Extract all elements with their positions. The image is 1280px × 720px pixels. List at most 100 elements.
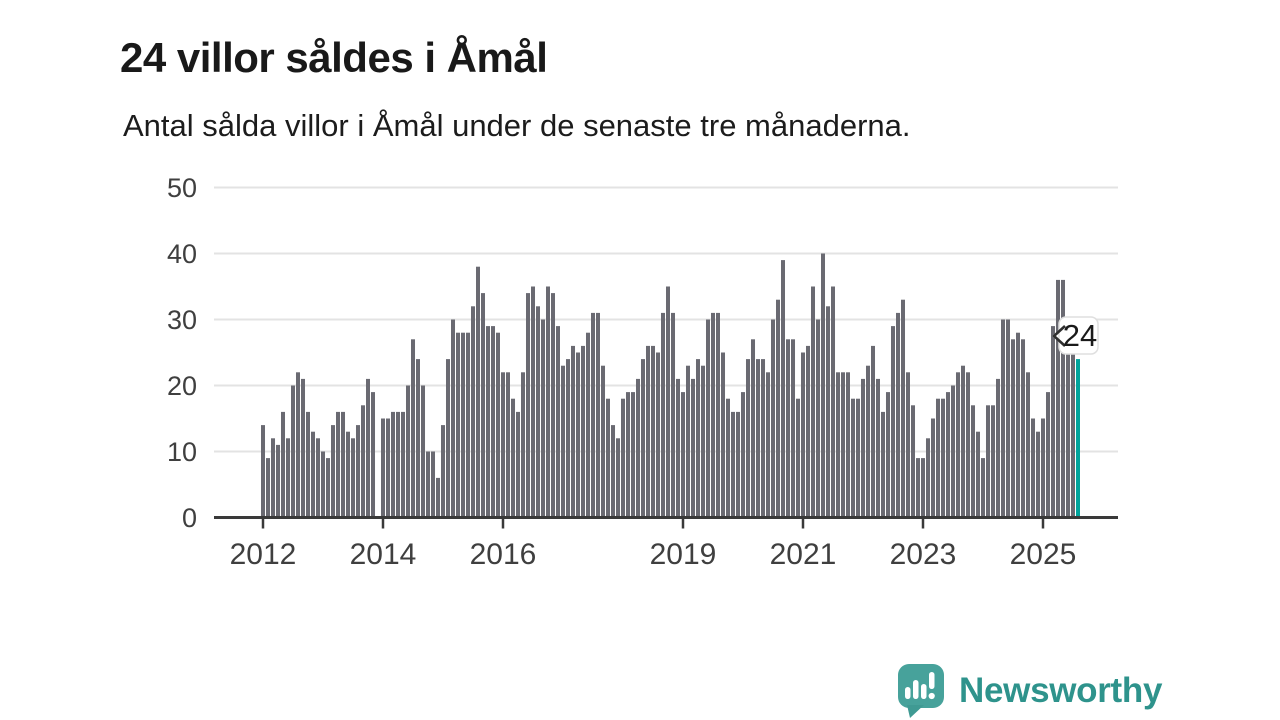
bar (871, 345, 875, 518)
x-tick-label: 2016 (470, 538, 537, 571)
newsworthy-logo-text: Newsworthy (959, 671, 1163, 710)
bar (716, 312, 720, 518)
bar (1061, 279, 1065, 518)
page-title: 24 villor såldes i Åmål (120, 34, 548, 82)
bar (666, 286, 670, 518)
bar (501, 372, 505, 518)
bar (946, 392, 950, 518)
bar (776, 299, 780, 518)
speech-bubble-bar-chart-icon (898, 664, 944, 718)
bar (821, 253, 825, 518)
bar (281, 411, 285, 518)
bar (396, 411, 400, 518)
bar (751, 339, 755, 518)
y-tick-label: 10 (167, 437, 197, 467)
bar (731, 411, 735, 518)
bar (1006, 319, 1010, 518)
bar (911, 405, 915, 518)
x-tick-label: 2023 (890, 538, 957, 571)
bar (261, 425, 265, 518)
bar (381, 418, 385, 518)
y-tick-label: 0 (182, 503, 197, 533)
bar (321, 451, 325, 518)
bar (831, 286, 835, 518)
bar (446, 359, 450, 518)
bar (996, 378, 1000, 518)
bar (286, 438, 290, 518)
chart-subtitle: Antal sålda villor i Åmål under de senas… (123, 108, 911, 143)
y-tick-label: 20 (167, 371, 197, 401)
bar (431, 451, 435, 518)
bar (451, 319, 455, 518)
bar (661, 312, 665, 518)
bar (756, 359, 760, 518)
bar (276, 444, 280, 518)
bar (806, 345, 810, 518)
bar (346, 431, 350, 518)
bar (491, 326, 495, 518)
bar (976, 431, 980, 518)
bar (371, 392, 375, 518)
bar (891, 326, 895, 518)
bar (786, 339, 790, 518)
y-tick-label: 30 (167, 305, 197, 335)
bar (966, 372, 970, 518)
bar (421, 385, 425, 518)
bar (876, 378, 880, 518)
bar (656, 352, 660, 518)
bar (271, 438, 275, 518)
x-tick-label: 2021 (770, 538, 837, 571)
y-tick-label: 40 (167, 239, 197, 269)
bar (411, 339, 415, 518)
bar (1041, 418, 1045, 518)
bar (586, 332, 590, 518)
bar (606, 398, 610, 518)
bar (546, 286, 550, 518)
bar (461, 332, 465, 518)
bar (611, 425, 615, 518)
bar (811, 286, 815, 518)
bar (1011, 339, 1015, 518)
x-tick-label: 2012 (230, 538, 297, 571)
bar (341, 411, 345, 518)
bar (861, 378, 865, 518)
bar (836, 372, 840, 518)
bar (486, 326, 490, 518)
bar (416, 359, 420, 518)
x-axis: 2012 2014 2016 2019 2021 2023 2025 (214, 516, 1118, 571)
bar (931, 418, 935, 518)
bar (1051, 326, 1055, 518)
bar (781, 260, 785, 518)
bar (736, 411, 740, 518)
bar (266, 458, 270, 518)
bar (1071, 345, 1075, 518)
x-tick-label: 2014 (350, 538, 417, 571)
bar (1031, 418, 1035, 518)
bar (1046, 392, 1050, 518)
y-axis-labels: 0 10 20 30 40 50 (167, 173, 197, 533)
bar (951, 385, 955, 518)
bar (766, 372, 770, 518)
bar (596, 312, 600, 518)
highlighted-latest-bar (1076, 359, 1080, 518)
bar (961, 365, 965, 518)
bar (866, 365, 870, 518)
bar (601, 365, 605, 518)
bar (536, 306, 540, 518)
bar (391, 411, 395, 518)
bar (616, 438, 620, 518)
bar (841, 372, 845, 518)
bar (1021, 339, 1025, 518)
bar (311, 431, 315, 518)
bar (1016, 332, 1020, 518)
bar (726, 398, 730, 518)
bar (386, 418, 390, 518)
bar (846, 372, 850, 518)
bar (886, 392, 890, 518)
bar (721, 352, 725, 518)
bar (641, 359, 645, 518)
value-callout: 24 (1052, 316, 1099, 355)
bar (986, 405, 990, 518)
bar (326, 458, 330, 518)
